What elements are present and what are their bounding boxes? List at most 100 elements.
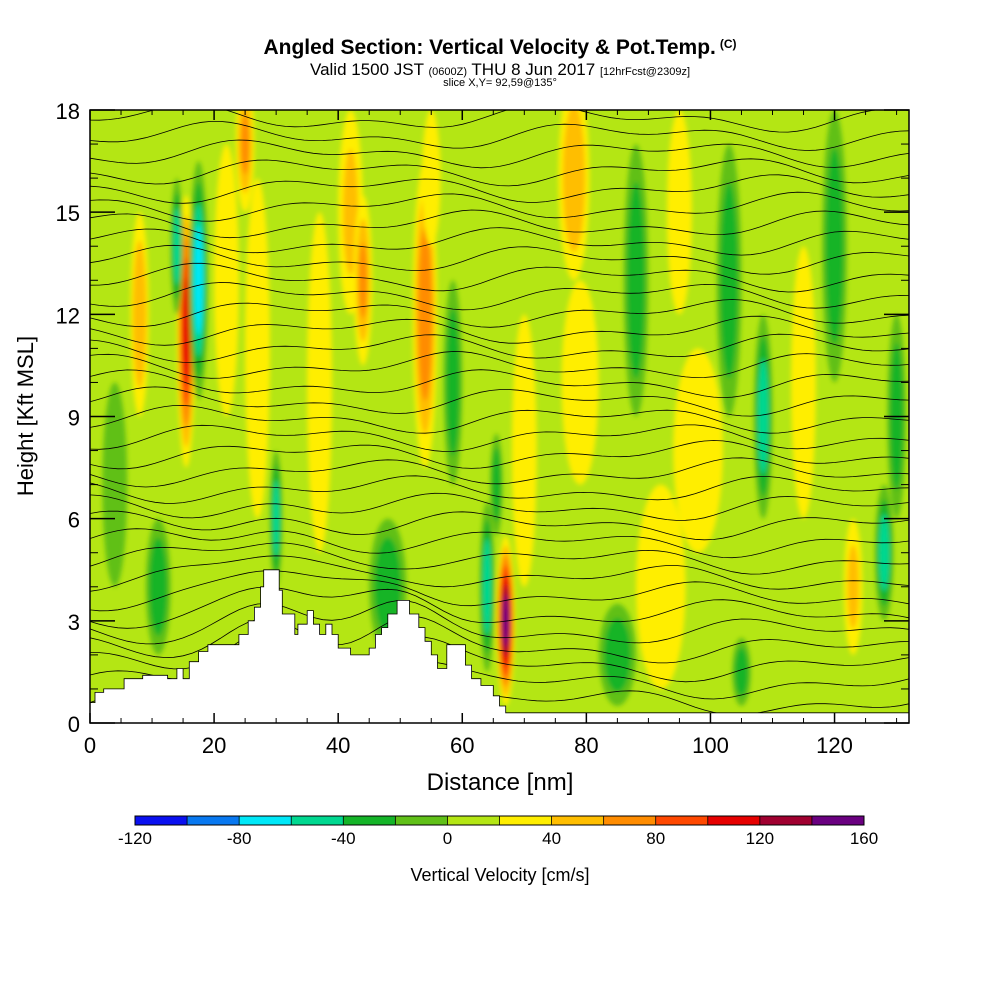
terrain-mask [89,569,910,724]
colorbar-tick-label: 120 [746,829,774,848]
velocity-cell [358,242,368,319]
velocity-cell [829,185,841,307]
colorbar-tick-label: 40 [542,829,561,848]
y-tick-label: 15 [56,201,80,226]
velocity-cell [759,381,767,452]
theta-contour [90,158,909,187]
colorbar-swatch [135,816,188,825]
axes: 0 20 40 60 80 100 120 0 3 6 9 12 15 18 [56,99,909,758]
velocity-cell [107,421,123,548]
colorbar-swatch [343,816,396,825]
colorbar: -120 -80 -40 0 40 80 120 160 [118,815,878,848]
theta-contour [90,404,909,434]
theta-contour [90,315,909,346]
y-tick-label: 6 [68,508,80,533]
theta-contour [90,282,909,311]
x-tick-label: 80 [574,733,598,758]
theta-contour [90,244,909,275]
velocity-cell [448,337,458,428]
colorbar-tick-label: -40 [331,829,356,848]
velocity-cell [645,523,677,650]
velocity-cell [174,222,180,270]
colorbar-tick-label: -80 [227,829,252,848]
y-tick-label: 12 [56,303,80,328]
theta-contour [90,555,909,592]
velocity-cell [183,298,189,365]
y-tick-label: 9 [68,406,80,431]
colorbar-swatch [603,816,657,825]
y-tick-label: 18 [56,99,80,124]
velocity-cell [682,387,714,514]
colorbar-tick-label: 160 [850,829,878,848]
velocity-cell [568,319,592,446]
x-axis-label: Distance [nm] [427,769,574,796]
velocity-cell [795,298,812,467]
velocity-cell [311,277,328,488]
y-tick-label: 3 [68,610,80,635]
velocity-cell [379,556,397,618]
velocity-cell [737,656,746,688]
chart-title: Angled Section: Vertical Velocity & Pot.… [263,36,737,59]
theta-contour [90,262,909,293]
colorbar-swatch [187,816,240,825]
colorbar-swatch [291,816,344,825]
colorbar-tick-label: 0 [443,829,452,848]
potential-temperature-contours [90,110,909,716]
x-tick-label: 60 [450,733,474,758]
slice-info: slice X,Y= 92,59@135° [443,77,557,89]
velocity-cell [723,219,735,341]
theta-contour [90,542,909,575]
theta-contour [90,600,909,645]
theta-contour [90,191,909,222]
theta-contour [90,351,909,379]
colorbar-swatch [707,816,761,825]
velocity-cell [152,556,164,618]
theta-contour [90,386,909,417]
theta-contour [90,457,909,488]
theta-contour [90,510,909,541]
colorbar-swatch [551,816,604,825]
theta-contour [90,492,909,521]
x-tick-label: 40 [326,733,350,758]
theta-contour [90,174,909,204]
theta-contour [90,586,909,629]
velocity-cell [880,529,888,577]
y-axis-label: Height [Kft MSL] [13,336,38,496]
velocity-cell [609,632,626,678]
y-tick-label: 0 [68,712,80,737]
colorbar-swatch [499,816,552,825]
velocity-cell [567,132,581,224]
velocity-cell [218,196,235,365]
velocity-cell [425,136,437,221]
colorbar-tick-label: -120 [118,829,152,848]
colorbar-swatch [239,816,292,825]
velocity-cell [847,544,859,629]
x-tick-label: 120 [816,733,853,758]
velocity-cell [195,246,202,315]
theta-contour [90,121,909,151]
theta-contour [90,440,909,470]
theta-contour [90,139,909,169]
theta-contour [90,615,909,664]
velocity-cell [493,461,500,508]
theta-contour [90,528,909,559]
x-tick-label: 0 [84,733,96,758]
velocity-cell [630,219,642,341]
chart-subtitle: Valid 1500 JST (0600Z) THU 8 Jun 2017 [1… [310,60,690,79]
colorbar-swatch [655,816,709,825]
colorbar-swatch [447,816,500,825]
theta-contour [90,209,909,239]
theta-contour [90,299,909,328]
theta-contour [90,227,909,256]
velocity-cell [135,268,144,360]
theta-contour [90,475,909,504]
velocity-cell [420,261,430,368]
colorbar-tick-label: 80 [646,829,665,848]
theta-contour [90,333,909,363]
x-tick-label: 100 [692,733,729,758]
velocity-cell [241,113,250,175]
colorbar-label: Vertical Velocity [cm/s] [410,865,589,885]
theta-contour [90,424,909,452]
